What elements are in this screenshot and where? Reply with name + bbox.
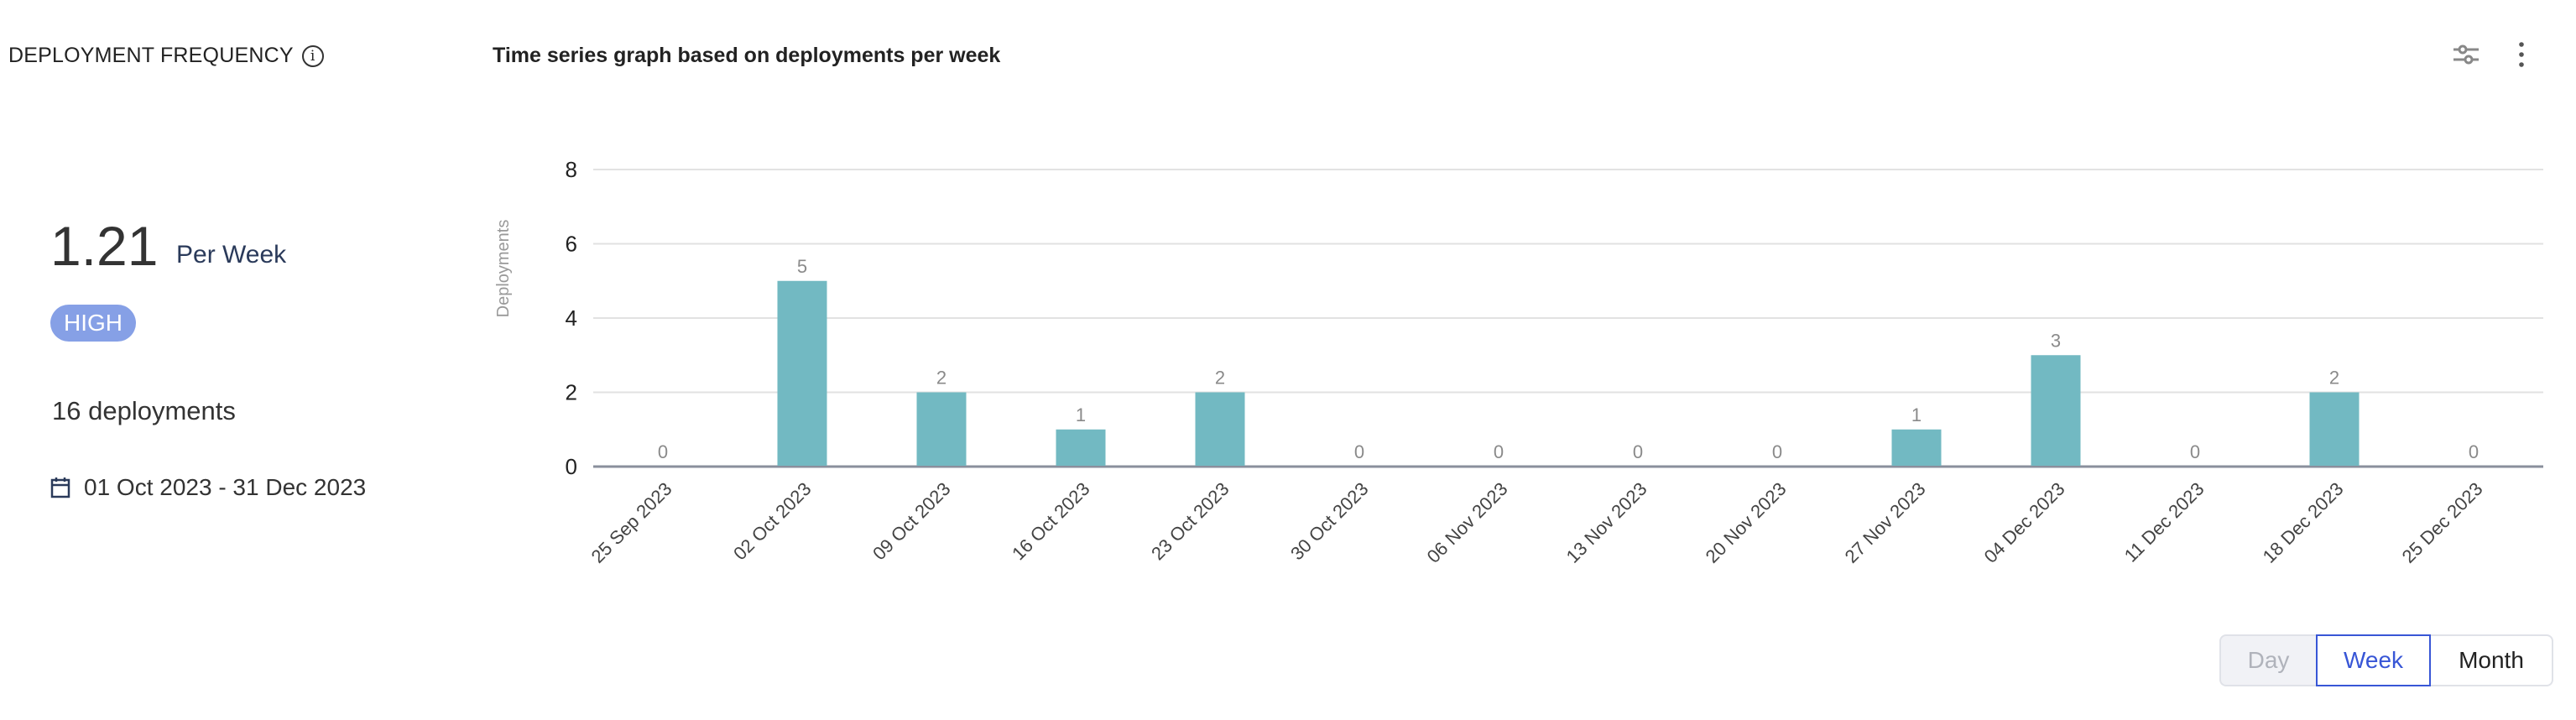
bar[interactable] — [2309, 392, 2360, 467]
bar[interactable] — [916, 392, 967, 467]
x-tick-label: 09 Oct 2023 — [868, 478, 954, 564]
month-button[interactable]: Month — [2431, 634, 2553, 686]
x-tick-label: 02 Oct 2023 — [729, 478, 815, 564]
bar-value-label: 0 — [2190, 441, 2200, 462]
x-tick-label: 23 Oct 2023 — [1147, 478, 1233, 564]
info-icon[interactable]: i — [301, 44, 324, 67]
calendar-icon — [50, 477, 70, 498]
date-range: 01 Oct 2023 - 31 Dec 2023 — [50, 474, 366, 501]
bar[interactable] — [1056, 429, 1106, 466]
x-tick-label: 18 Dec 2023 — [2259, 478, 2348, 567]
filter-sliders-icon[interactable] — [2452, 40, 2480, 69]
bar-value-label: 2 — [936, 368, 946, 389]
bar-value-label: 2 — [2329, 368, 2339, 389]
bar-value-label: 0 — [1772, 441, 1782, 462]
bar[interactable] — [1195, 392, 1245, 467]
bar-value-label: 0 — [2469, 441, 2479, 462]
x-tick-label: 06 Nov 2023 — [1423, 478, 1512, 567]
metric-title-text: DEPLOYMENT FREQUENCY — [8, 44, 294, 67]
x-tick-label: 20 Nov 2023 — [1702, 478, 1791, 567]
x-tick-label: 11 Dec 2023 — [2120, 478, 2208, 566]
x-tick-label: 16 Oct 2023 — [1008, 478, 1093, 564]
bar-value-label: 2 — [1215, 368, 1225, 389]
chart-title: Time series graph based on deployments p… — [493, 44, 1001, 67]
frequency-unit: Per Week — [176, 241, 287, 269]
x-tick-label: 25 Dec 2023 — [2398, 478, 2487, 567]
bar-value-label: 0 — [1354, 441, 1364, 462]
frequency-value: 1.21 — [50, 215, 159, 277]
deployment-count: 16 deployments — [52, 396, 236, 425]
y-tick-label: 4 — [566, 305, 577, 331]
x-tick-label: 13 Nov 2023 — [1562, 478, 1651, 567]
bar-value-label: 0 — [1494, 441, 1504, 462]
bar-chart: 0 2 4 6 8 0 25 Sep 2023 5 02 Oct 2023 2 09 Oct 202… — [494, 157, 2543, 567]
bar[interactable] — [2031, 355, 2081, 466]
bar-value-label: 3 — [2051, 330, 2061, 351]
y-tick-label: 6 — [566, 232, 577, 257]
y-tick-label: 8 — [566, 157, 577, 182]
bar-value-label: 0 — [658, 441, 668, 462]
x-tick-label: 25 Sep 2023 — [587, 478, 676, 567]
bar-value-label: 5 — [797, 256, 807, 277]
metric-title: DEPLOYMENT FREQUENCY i — [8, 44, 324, 68]
y-axis-label: Deployments — [494, 220, 513, 318]
week-button[interactable]: Week — [2316, 634, 2431, 686]
date-range-text: 01 Oct 2023 - 31 Dec 2023 — [84, 474, 367, 500]
bar-value-label: 1 — [1911, 404, 1922, 425]
status-badge: HIGH — [50, 305, 136, 342]
bar[interactable] — [1891, 429, 1942, 466]
x-tick-label: 30 Oct 2023 — [1286, 478, 1372, 564]
x-tick-label: 27 Nov 2023 — [1841, 478, 1930, 567]
y-tick-label: 2 — [566, 380, 577, 405]
day-button[interactable]: Day — [2219, 634, 2316, 686]
bar-value-label: 1 — [1076, 404, 1086, 425]
more-vertical-icon[interactable] — [2513, 40, 2530, 69]
bar-value-label: 0 — [1633, 441, 1643, 462]
bar[interactable] — [777, 280, 827, 466]
y-tick-label: 0 — [566, 454, 577, 479]
x-tick-label: 04 Dec 2023 — [1980, 478, 2069, 567]
granularity-toggle: Day Week Month — [2219, 634, 2553, 686]
